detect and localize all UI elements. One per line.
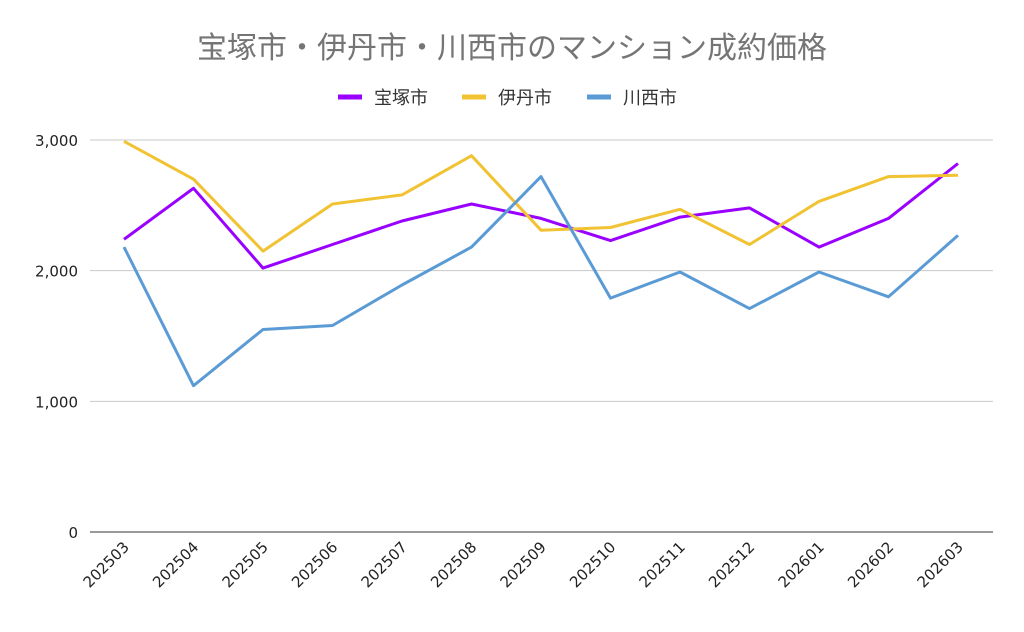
legend-label: 宝塚市 — [374, 88, 428, 109]
x-tick-label: 202511 — [636, 538, 689, 591]
x-tick-label: 202512 — [705, 538, 758, 591]
x-axis-ticks: 202503 202504 202505 202506 202507 202508 2025… — [80, 538, 967, 591]
x-tick-label: 202602 — [844, 538, 897, 591]
x-tick-label: 202510 — [566, 538, 619, 591]
legend-label: 川西市 — [623, 88, 677, 109]
x-tick-label: 202601 — [775, 538, 828, 591]
gridlines — [90, 139, 993, 533]
legend-item: 宝塚市 — [338, 88, 428, 109]
series-lines — [122, 139, 959, 388]
x-tick-label: 202504 — [149, 538, 202, 591]
x-tick-label: 202508 — [427, 538, 480, 591]
legend-label: 伊丹市 — [498, 88, 552, 109]
y-tick-label: 2,000 — [35, 263, 78, 281]
y-tick-label: 1,000 — [35, 393, 78, 411]
legend-item: 伊丹市 — [462, 88, 552, 109]
legend-item: 川西市 — [587, 88, 677, 109]
chart-title: 宝塚市・伊丹市・川西市のマンション成約価格 — [197, 31, 827, 66]
y-tick-label: 3,000 — [35, 132, 78, 150]
x-tick-label: 202505 — [219, 538, 272, 591]
x-tick-label: 202507 — [358, 538, 411, 591]
series-line-2 — [123, 139, 959, 253]
y-tick-label: 0 — [68, 524, 78, 542]
x-tick-label: 202506 — [288, 538, 341, 591]
x-tick-label: 202603 — [914, 538, 967, 591]
y-axis-ticks: 0 1,000 2,000 3,000 — [35, 132, 78, 542]
x-tick-label: 202503 — [80, 538, 133, 591]
series-line-1 — [123, 162, 959, 270]
legend: 宝塚市 伊丹市 川西市 — [338, 88, 677, 109]
series-line-3 — [122, 175, 959, 388]
x-tick-label: 202509 — [497, 538, 550, 591]
